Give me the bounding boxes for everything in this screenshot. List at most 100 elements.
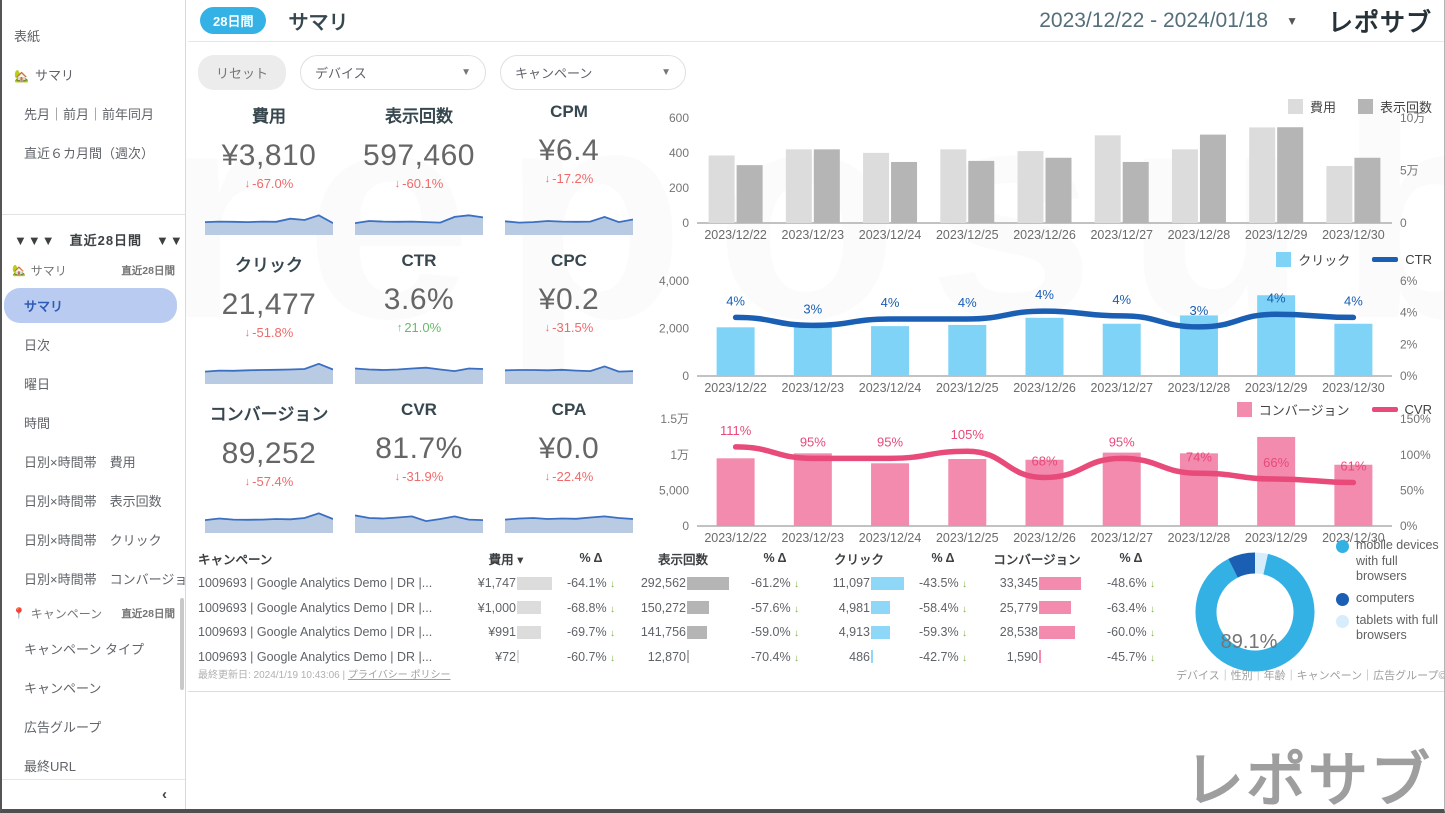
column-header-表示回数[interactable]: 表示回数 [657,552,708,567]
kpi-card-コンバージョン: コンバージョン 89,252 ↓ -57.4% [194,390,344,539]
column-header-コンバージョン[interactable]: コンバージョン [993,552,1081,567]
sidebar-item-日別×時間帯 費用[interactable]: 日別×時間帯 費用 [2,442,185,481]
dashboard-main: reposub 28日間 サマリ 2023/12/22 - 2024/01/18… [188,0,1445,813]
bar-表示回数 [1277,127,1304,223]
kpi-sparkline [355,514,483,533]
column-header-クリック[interactable]: クリック [833,552,884,567]
bar-表示回数 [1045,157,1072,223]
arrow-down-icon: ↓ [1150,652,1156,664]
sidebar-item-キャンペーン[interactable]: キャンペーン [2,668,185,707]
cell-value: 28,538 [999,625,1038,640]
column-header-% Δ[interactable]: % Δ [931,551,955,565]
device-filter-dropdown[interactable]: デバイス ▼ [300,55,487,90]
table-row[interactable]: 1009693 | Google Analytics Demo | DR |..… [198,645,1170,670]
column-header-キャンペーン[interactable]: キャンペーン [198,552,273,567]
sidebar-item-曜日[interactable]: 曜日 [2,364,185,403]
sidebar-item-サマリ[interactable]: 🏡 サマリ [2,55,185,94]
arrow-down-icon: ↓ [544,470,551,483]
table-row[interactable]: 1009693 | Google Analytics Demo | DR |..… [198,571,1170,596]
cell-value: 33,345 [999,576,1038,591]
legend-label: computers [1356,590,1415,605]
legend-label: tablets with full browsers [1356,612,1438,643]
kpi-delta: ↓ -57.4% [245,474,294,489]
kpi-title: 費用 [252,107,286,126]
legend-dot [1336,592,1349,606]
chevron-down-icon: ▼ [1286,13,1298,28]
table-row[interactable]: 1009693 | Google Analytics Demo | DR |..… [198,596,1170,621]
column-header-% Δ[interactable]: % Δ [579,551,603,565]
home-icon: 🏡 [14,69,29,83]
privacy-policy-link[interactable]: プライバシー ポリシー [347,670,451,681]
kpi-value: ¥0.2 [538,283,600,316]
svg-text:2023/12/27: 2023/12/27 [1090,531,1153,545]
cell-delta: -58.4% ↓ [918,600,968,615]
kpi-delta-value: -31.9% [402,469,444,484]
svg-text:2023/12/22: 2023/12/22 [704,531,767,545]
sidebar-item-直近６カ月間（週次）[interactable]: 直近６カ月間（週次） [2,133,185,172]
kpi-card-クリック: クリック 21,477 ↓ -51.8% [194,241,344,390]
kpi-card-費用: 費用 ¥3,810 ↓ -67.0% [194,92,344,241]
sidebar-divider [2,214,185,215]
donut-canvas: 89.1% [1195,552,1315,672]
legend-item: CTR [1372,252,1432,267]
svg-text:10万: 10万 [1400,111,1425,125]
bar-費用 [1017,151,1044,223]
sidebar-item-時間[interactable]: 時間 [2,403,185,442]
sidebar-item-日別×時間帯 表示回数[interactable]: 日別×時間帯 表示回数 [2,481,185,520]
date-range-picker[interactable]: 2023/12/22 - 2024/01/18 ▼ [1039,9,1298,33]
sidebar-item-広告グループ[interactable]: 広告グループ [2,707,185,746]
svg-text:2023/12/23: 2023/12/23 [782,228,845,242]
chart-clicks-ctr: クリック CTR 4,000 2,000 0 6% 4% 2% 0% 2023/12/22 2023… [642,248,1442,400]
sidebar-item-label: 日別×時間帯 クリック [24,533,162,548]
campaign-filter-dropdown[interactable]: キャンペーン ▼ [500,55,687,90]
bar-費用 [1326,166,1353,223]
collapse-sidebar-icon[interactable]: ‹ [162,786,167,803]
page-title: サマリ [288,12,349,34]
cell-conv: 28,538 [982,625,1092,639]
sidebar-item-日別×時間帯 クリック[interactable]: 日別×時間帯 クリック [2,520,185,559]
arrow-down-icon: ↓ [610,579,616,591]
kpi-card-表示回数: 表示回数 597,460 ↓ -60.1% [344,92,494,241]
arrow-down-icon: ↓ [244,475,251,488]
kpi-card-CPA: CPA ¥0.0 ↓ -22.4% [494,390,644,539]
sidebar-item-日次[interactable]: 日次 [2,325,185,364]
bar-コンバージョン [948,459,987,526]
bar-表示回数 [813,149,840,223]
sidebar-item-キャンペーン タイプ[interactable]: キャンペーン タイプ [2,629,185,668]
svg-text:2023/12/27: 2023/12/27 [1090,228,1153,242]
table-header-row: キャンペーン 費用 ▾ % Δ 表示回数 % Δ クリック % Δ コンバージョン % Δ [198,545,1170,571]
reset-button[interactable]: リセット [198,55,287,90]
line-data-label: 66% [1263,455,1289,470]
line-CVR [732,444,1357,486]
kpi-sparkline [505,215,633,235]
bar-費用 [1094,135,1121,223]
bar-コンバージョン [793,453,832,526]
svg-text:4%: 4% [1400,306,1418,320]
arrow-down-icon: ↓ [394,177,401,190]
sidebar-item-先月｜前月｜前年同月[interactable]: 先月｜前月｜前年同月 [2,94,185,133]
column-header-% Δ[interactable]: % Δ [1119,551,1143,565]
sidebar-item-表紙[interactable]: 表紙 [2,16,185,55]
sidebar-scrollbar[interactable] [180,598,184,690]
sidebar-item-日別×時間帯 コンバージョ...[interactable]: 日別×時間帯 コンバージョ... [2,559,185,598]
cell-campaign: 1009693 | Google Analytics Demo | DR |..… [198,576,433,591]
kpi-sparkline [355,366,483,384]
sidebar-item-label: 日次 [24,338,51,353]
kpi-delta-value: -51.8% [252,325,294,340]
bar-コンバージョン [1102,452,1141,526]
bar-クリック [716,327,755,376]
column-header-% Δ[interactable]: % Δ [763,551,787,565]
svg-text:2023/12/28: 2023/12/28 [1168,381,1231,395]
kpi-value: ¥6.4 [538,134,600,167]
column-header-費用[interactable]: 費用 ▾ [488,552,524,567]
svg-text:200: 200 [669,181,689,195]
legend-dot [1336,540,1349,553]
legend-item: クリック [1276,250,1350,269]
sidebar-item-最終URL[interactable]: 最終URL [2,746,185,785]
sidebar-item-サマリ[interactable]: サマリ [4,288,177,323]
chart-legend: クリック CTR [1276,250,1432,269]
svg-text:2%: 2% [1400,337,1418,351]
arrow-down-icon: ↓ [794,628,800,640]
table-row[interactable]: 1009693 | Google Analytics Demo | DR |..… [198,620,1170,645]
cell-delta: -64.1% ↓ [566,576,616,591]
